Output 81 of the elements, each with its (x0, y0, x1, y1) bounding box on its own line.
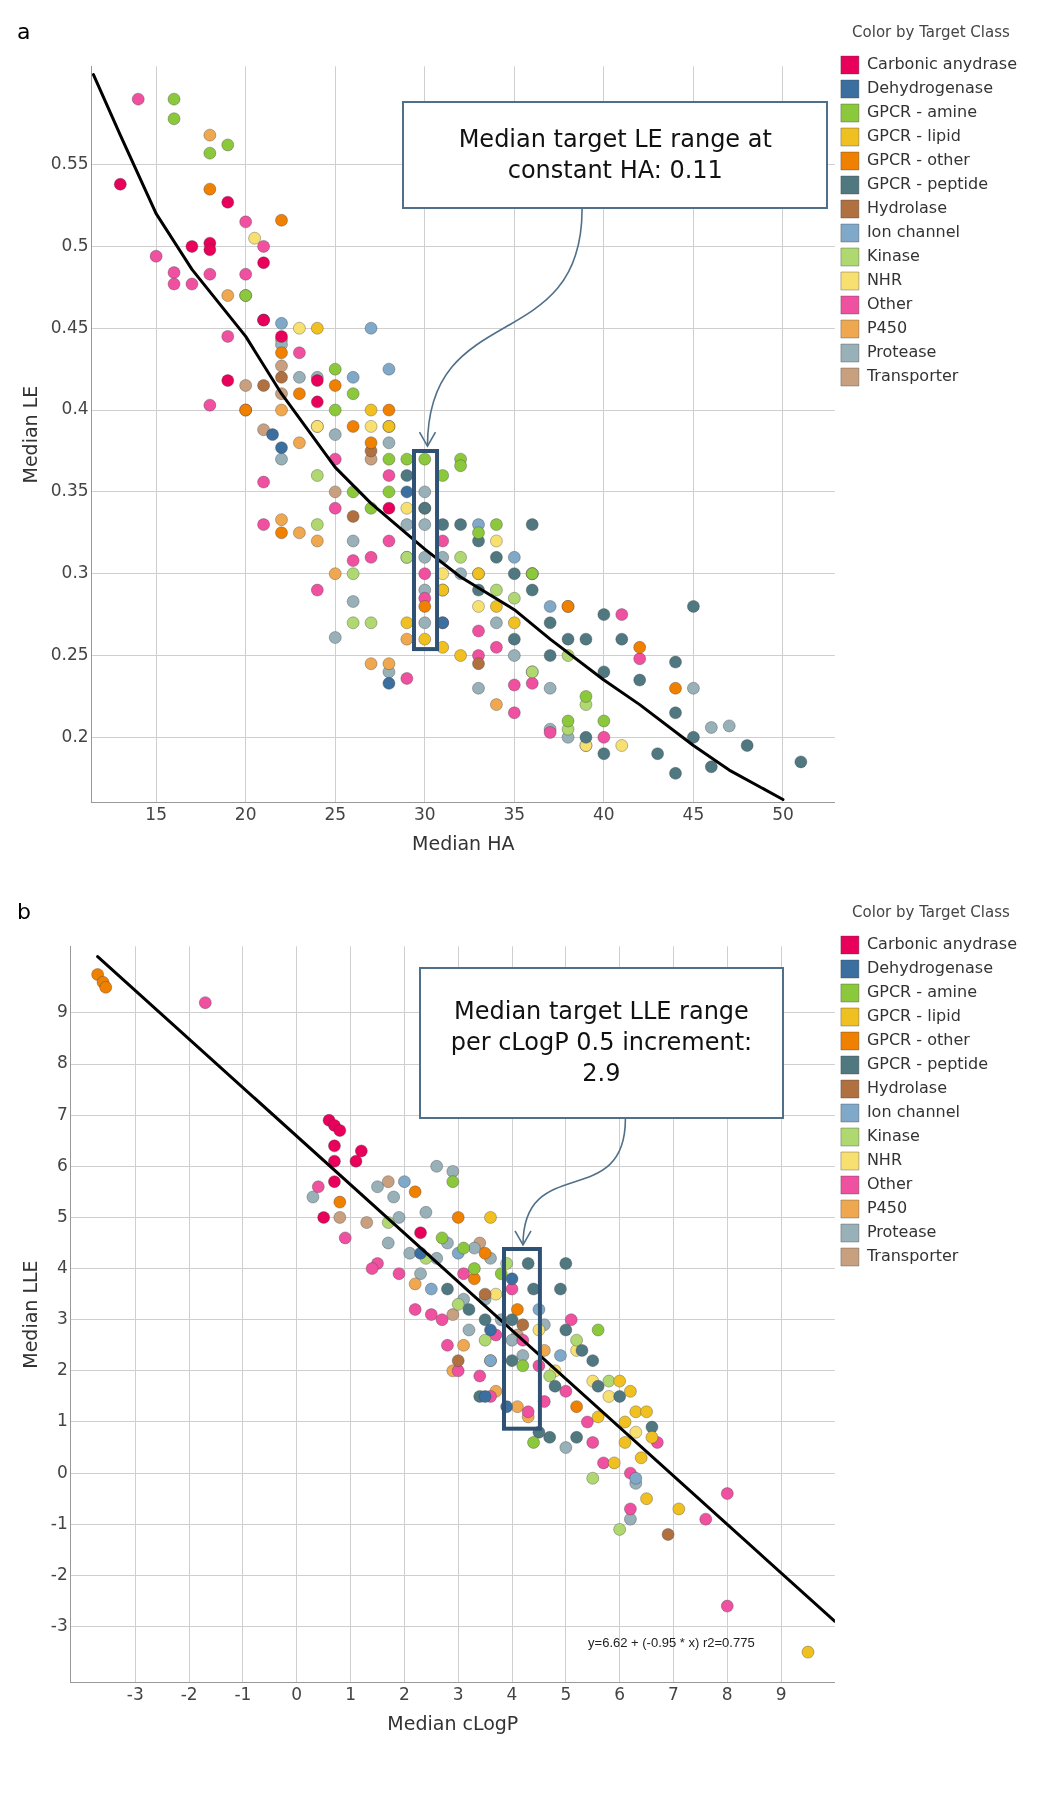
y-tick-label: 2 (56, 1359, 68, 1380)
x-axis-title: Median HA (412, 831, 515, 854)
y-tick-label: 0.3 (61, 562, 89, 583)
legend-label: GPCR - lipid (866, 126, 961, 146)
legend-label: Carbonic anydrase (866, 934, 1018, 954)
legend-label: Transporter (865, 1246, 959, 1266)
y-tick-label: 4 (56, 1257, 68, 1277)
legend-label: GPCR - amine (866, 982, 978, 1002)
y-axis-title: Median LLE (19, 1260, 42, 1369)
callout-box: Median target LLE range per cLogP 0.5 increment: 2.9 (419, 967, 784, 1119)
y-tick-label: -1 (50, 1512, 68, 1533)
legend-label: GPCR - other (866, 150, 971, 170)
y-tick-label: 5 (56, 1205, 68, 1226)
y-tick-label: 0.55 (50, 153, 89, 174)
legend-label: GPCR - lipid (866, 1006, 961, 1026)
x-axis-title: Median cLogP (387, 1711, 519, 1734)
x-tick-label: 40 (593, 804, 615, 825)
legend-label: Protease (866, 1222, 937, 1242)
x-tick-label: 30 (413, 804, 436, 825)
x-tick-label: 7 (668, 1684, 679, 1705)
legend-label: Kinase (866, 246, 920, 266)
y-tick-label: 0 (56, 1461, 68, 1482)
x-tick-label: 1 (345, 1684, 356, 1705)
y-tick-label: 0.35 (50, 480, 89, 501)
legend-title: Color by Target Class (852, 903, 1010, 922)
legend-label: Other (866, 1174, 913, 1194)
x-tick-label: 4 (506, 1684, 518, 1705)
legend-label: P450 (866, 318, 908, 338)
legend-label: GPCR - peptide (866, 1054, 989, 1074)
x-tick-label: 45 (682, 804, 705, 825)
x-tick-label: 35 (503, 804, 526, 825)
chart-title: a (17, 18, 31, 44)
legend-label: Ion channel (866, 1102, 960, 1122)
x-tick-label: 9 (775, 1684, 787, 1705)
legend-label: NHR (866, 1150, 903, 1170)
y-tick-label: 6 (56, 1154, 68, 1175)
x-tick-label: 2 (398, 1684, 410, 1705)
x-tick-label: 8 (721, 1684, 733, 1705)
x-tick-label: -3 (126, 1684, 144, 1705)
legend-label: Transporter (865, 366, 959, 386)
annotation: y=6.62 + (-0.95 * x) r2=0.775 (588, 1634, 756, 1650)
y-tick-label: 0.2 (61, 725, 89, 746)
y-tick-label: 0.4 (61, 398, 89, 419)
legend-label: GPCR - peptide (866, 174, 989, 194)
x-tick-label: 0 (291, 1684, 303, 1705)
x-tick-label: -1 (234, 1684, 252, 1705)
y-tick-label: 3 (56, 1308, 68, 1329)
y-tick-label: 8 (56, 1052, 68, 1073)
legend-label: Kinase (866, 1126, 920, 1146)
y-tick-label: -2 (50, 1563, 68, 1584)
x-tick-label: 5 (560, 1684, 572, 1705)
x-tick-label: 25 (324, 804, 347, 825)
legend-label: Protease (866, 342, 937, 362)
chart-title: b (17, 898, 31, 924)
legend-label: NHR (866, 270, 903, 290)
legend-label: Carbonic anydrase (866, 54, 1018, 74)
y-tick-label: -3 (50, 1614, 68, 1635)
legend-title: Color by Target Class (852, 23, 1010, 42)
x-tick-label: 50 (772, 804, 794, 825)
y-tick-label: 7 (56, 1103, 68, 1124)
y-tick-label: 1 (56, 1410, 68, 1431)
x-tick-label: 6 (614, 1684, 626, 1705)
legend-label: GPCR - other (866, 1030, 971, 1050)
legend-label: Ion channel (866, 222, 960, 242)
legend-label: Dehydrogenase (866, 78, 993, 98)
legend-label: Dehydrogenase (866, 958, 993, 978)
y-tick-label: 0.45 (50, 316, 89, 337)
y-axis-title: Median LE (19, 385, 42, 484)
x-tick-label: 15 (145, 804, 167, 825)
y-tick-label: 0.5 (61, 234, 89, 255)
legend-label: Hydrolase (866, 198, 948, 218)
legend-label: Hydrolase (866, 1078, 948, 1098)
callout-box: Median target LE range at constant HA: 0.11 (402, 101, 829, 209)
legend-label: Other (866, 294, 913, 314)
legend-label: GPCR - amine (866, 102, 978, 122)
x-tick-label: 3 (452, 1684, 464, 1705)
x-tick-label: 20 (234, 804, 257, 825)
x-tick-label: -2 (180, 1684, 198, 1705)
y-tick-label: 0.25 (50, 643, 89, 664)
y-tick-label: 9 (56, 1001, 68, 1022)
legend-label: P450 (866, 1198, 908, 1218)
